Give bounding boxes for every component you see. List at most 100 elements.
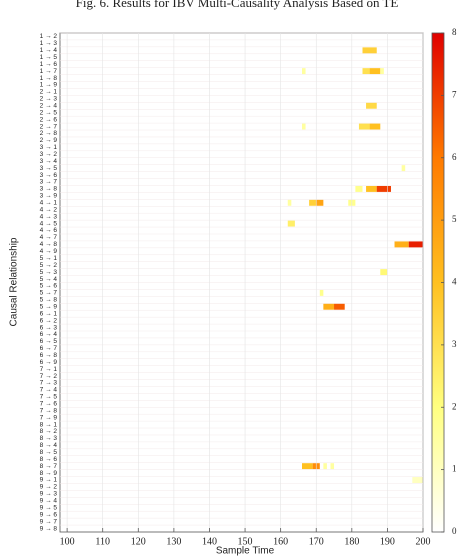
- heat-cell: [394, 241, 409, 248]
- y-tick-label: 5 → 3: [40, 269, 58, 276]
- y-tick-label: 7 → 2: [40, 373, 58, 380]
- y-tick-label: 4 → 9: [40, 248, 58, 255]
- y-tick-label: 9 → 1: [40, 477, 58, 484]
- heat-cell: [316, 199, 324, 206]
- y-tick-label: 9 → 7: [40, 518, 58, 525]
- y-tick-label: 2 → 7: [40, 123, 58, 130]
- heat-cell: [287, 199, 292, 206]
- y-tick-label: 1 → 7: [40, 68, 58, 75]
- heat-cell: [355, 185, 363, 192]
- x-tick-label: 150: [238, 536, 253, 547]
- heat-cell: [334, 303, 345, 310]
- heat-cell: [323, 463, 327, 470]
- y-tick-label: 6 → 4: [40, 331, 58, 338]
- y-tick-label: 7 → 9: [40, 414, 58, 421]
- heat-cell: [309, 199, 317, 206]
- y-tick-label: 6 → 7: [40, 345, 58, 352]
- heat-cell: [302, 68, 306, 75]
- heat-cell: [362, 47, 377, 54]
- y-tick-label: 6 → 3: [40, 324, 58, 331]
- colorbar-tick-label: 3: [452, 339, 457, 349]
- heat-cell: [323, 303, 335, 310]
- y-tick-label: 3 → 1: [40, 144, 58, 151]
- y-tick-label: 5 → 9: [40, 303, 58, 310]
- y-tick-label: 4 → 2: [40, 206, 58, 213]
- y-tick-label: 8 → 3: [40, 435, 58, 442]
- y-tick-label: 4 → 3: [40, 213, 58, 220]
- y-tick-label: 7 → 5: [40, 394, 58, 401]
- x-tick-label: 120: [131, 536, 146, 547]
- y-tick-label: 1 → 2: [40, 33, 58, 40]
- y-tick-label: 6 → 1: [40, 310, 58, 317]
- y-tick-label: 8 → 4: [40, 442, 58, 449]
- y-tick-label: 4 → 7: [40, 234, 58, 241]
- y-tick-label: 4 → 1: [40, 200, 58, 207]
- colorbar-tick-label: 0: [452, 526, 457, 536]
- y-tick-label: 9 → 5: [40, 504, 58, 511]
- y-tick-label: 9 → 3: [40, 491, 58, 498]
- colorbar-tick-label: 2: [452, 401, 457, 411]
- y-tick-label: 3 → 5: [40, 165, 58, 172]
- y-tick-label: 3 → 2: [40, 151, 58, 158]
- y-tick-label: 6 → 5: [40, 338, 58, 345]
- y-tick-label: 8 → 1: [40, 421, 58, 428]
- heat-cell: [380, 269, 388, 276]
- y-tick-label: 5 → 1: [40, 255, 58, 262]
- heat-cell: [408, 241, 423, 248]
- x-tick-label: 190: [380, 536, 395, 547]
- y-tick-label: 5 → 4: [40, 276, 58, 283]
- y-tick-label: 3 → 8: [40, 186, 58, 193]
- heat-cell: [358, 123, 370, 130]
- colorbar-tick-label: 1: [452, 464, 457, 474]
- y-axis-label: Causal Relationship: [9, 237, 20, 326]
- heat-cell: [302, 463, 313, 470]
- y-tick-label: 7 → 6: [40, 401, 58, 408]
- y-tick-label: 7 → 1: [40, 366, 58, 373]
- colorbar-tick-label: 6: [452, 152, 457, 162]
- x-tick-label: 140: [202, 536, 217, 547]
- y-tick-label: 1 → 6: [40, 61, 58, 68]
- y-tick-label: 8 → 6: [40, 456, 58, 463]
- y-tick-label: 6 → 9: [40, 359, 58, 366]
- x-tick-label: 130: [166, 536, 181, 547]
- y-tick-label: 8 → 9: [40, 470, 58, 477]
- y-tick-label: 7 → 3: [40, 380, 58, 387]
- x-tick-label: 110: [95, 536, 110, 547]
- y-tick-label: 7 → 4: [40, 387, 58, 394]
- x-tick-label: 100: [60, 536, 75, 547]
- x-axis-label: Sample Time: [216, 546, 275, 557]
- y-tick-label: 1 → 9: [40, 82, 58, 89]
- y-tick-label: 9 → 4: [40, 498, 58, 505]
- x-tick-label: 200: [416, 536, 431, 547]
- y-tick-label: 4 → 8: [40, 241, 58, 248]
- heat-cell: [376, 185, 391, 192]
- heat-cell: [319, 289, 324, 296]
- x-tick-label: 160: [273, 536, 288, 547]
- heat-cell: [362, 68, 370, 75]
- x-tick-label: 180: [344, 536, 359, 547]
- y-tick-label: 9 → 8: [40, 525, 58, 532]
- y-tick-label: 4 → 6: [40, 227, 58, 234]
- colorbar-tick-label: 4: [452, 277, 457, 287]
- y-tick-label: 8 → 2: [40, 428, 58, 435]
- y-tick-label: 3 → 9: [40, 193, 58, 200]
- colorbar-tick-label: 5: [452, 214, 457, 224]
- y-tick-label: 3 → 7: [40, 179, 58, 186]
- y-tick-label: 1 → 5: [40, 54, 58, 61]
- y-tick-label: 1 → 8: [40, 75, 58, 82]
- heat-cell: [366, 185, 377, 192]
- chart-title: Fig. 6. Results for IBV Multi-Causality …: [76, 0, 399, 10]
- heat-cell: [380, 68, 384, 75]
- y-tick-label: 2 → 5: [40, 109, 58, 116]
- y-tick-label: 1 → 3: [40, 40, 58, 47]
- y-tick-label: 6 → 2: [40, 317, 58, 324]
- y-tick-label: 3 → 4: [40, 158, 58, 165]
- y-tick-label: 5 → 6: [40, 283, 58, 290]
- y-tick-label: 3 → 6: [40, 172, 58, 179]
- y-tick-label: 8 → 5: [40, 449, 58, 456]
- heat-cell: [302, 123, 306, 130]
- y-tick-label: 9 → 6: [40, 511, 58, 518]
- y-tick-label: 8 → 7: [40, 463, 58, 470]
